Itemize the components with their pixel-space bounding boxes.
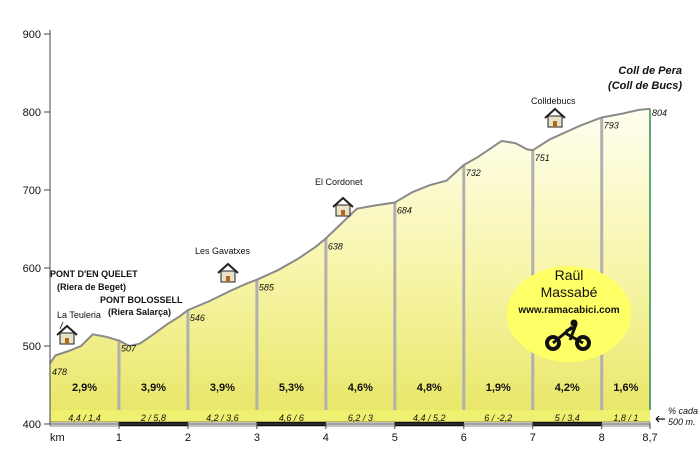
watermark-name-1: Raül <box>555 267 584 283</box>
x-tick-label: 8 <box>599 432 605 444</box>
segment-detail-label: 2 / 5,8 <box>140 413 166 423</box>
altitude-label: 638 <box>328 241 343 251</box>
segment-avg-label: 3,9% <box>141 382 166 394</box>
footnote-arrow-icon <box>655 415 665 423</box>
segment-avg-label: 5,3% <box>279 382 304 394</box>
x-tick-label: 3 <box>254 432 260 444</box>
y-tick-label: 600 <box>23 263 41 275</box>
y-tick-label: 500 <box>23 341 41 353</box>
segment-avg-label: 1,9% <box>486 382 511 394</box>
altitude-label: 507 <box>121 344 137 354</box>
house-icon <box>56 324 78 345</box>
segment-detail-label: 6 / -2,2 <box>484 413 512 423</box>
gradient-band <box>50 410 650 424</box>
footnote-line-1: % cada <box>668 406 698 416</box>
x-tick-label: 7 <box>530 432 536 444</box>
watermark-badge: Raül Massabé www.ramacabici.com <box>507 266 631 362</box>
place-label: PONT D'EN QUELET <box>50 269 138 279</box>
x-axis-label: km <box>50 432 65 444</box>
segment-detail-label: 4,4 / 1,4 <box>68 413 101 423</box>
x-tick-label: 1 <box>116 432 122 444</box>
x-tick-label: 4 <box>323 432 329 444</box>
place-label: La Teuleria <box>57 310 101 320</box>
altitude-label: 732 <box>466 168 481 178</box>
chart-title-line-1: Coll de Pera <box>618 65 682 77</box>
altitude-label: 751 <box>535 153 550 163</box>
altitude-label: 684 <box>397 205 412 215</box>
segment-avg-label: 1,6% <box>613 382 638 394</box>
segment-avg-label: 4,2% <box>555 382 580 394</box>
watermark-name-2: Massabé <box>541 284 598 300</box>
x-tick-label: 6 <box>461 432 467 444</box>
chart-title-line-2: (Coll de Bucs) <box>608 80 682 92</box>
segment-avg-label: 4,8% <box>417 382 442 394</box>
place-label: Les Gavatxes <box>195 246 251 256</box>
segment-avg-label: 3,9% <box>210 382 235 394</box>
altitude-label: 793 <box>604 120 619 130</box>
place-pointer <box>59 321 64 330</box>
y-tick-label: 700 <box>23 185 41 197</box>
house-icon <box>332 196 354 217</box>
x-tick-label: 5 <box>392 432 398 444</box>
segment-detail-label: 1,8 / 1 <box>613 413 638 423</box>
segment-avg-label: 2,9% <box>72 382 97 394</box>
profile-area <box>50 108 650 411</box>
altitude-label: 546 <box>190 313 205 323</box>
altitude-label: 478 <box>52 367 67 377</box>
segment-detail-label: 4,4 / 5,2 <box>413 413 446 423</box>
altitude-label: 585 <box>259 283 275 293</box>
place-sublabel: (Riera de Beget) <box>57 282 126 292</box>
place-label: Colldebucs <box>531 96 576 106</box>
x-tick-label: 8,7 <box>642 432 657 444</box>
altitude-label: 804 <box>652 108 667 118</box>
house-icon <box>544 107 566 128</box>
y-tick-label: 800 <box>23 107 41 119</box>
y-tick-label: 900 <box>23 29 41 41</box>
x-tick-label: 2 <box>185 432 191 444</box>
segment-avg-label: 4,6% <box>348 382 373 394</box>
segment-detail-label: 6,2 / 3 <box>348 413 373 423</box>
footnote-line-2: 500 m. <box>668 417 696 427</box>
place-sublabel: (Riera Salarça) <box>108 307 171 317</box>
watermark-url: www.ramacabici.com <box>517 305 619 316</box>
profile-line <box>49 107 651 364</box>
y-tick-label: 400 <box>23 419 41 431</box>
segment-detail-label: 5 / 3,4 <box>555 413 580 423</box>
house-icon <box>217 262 239 283</box>
place-label: El Cordonet <box>315 177 363 187</box>
cyclist-icon <box>545 319 591 351</box>
segment-detail-label: 4,2 / 3,6 <box>206 413 239 423</box>
segment-detail-label: 4,6 / 6 <box>279 413 304 423</box>
place-label: PONT BOLOSSELL <box>100 295 183 305</box>
